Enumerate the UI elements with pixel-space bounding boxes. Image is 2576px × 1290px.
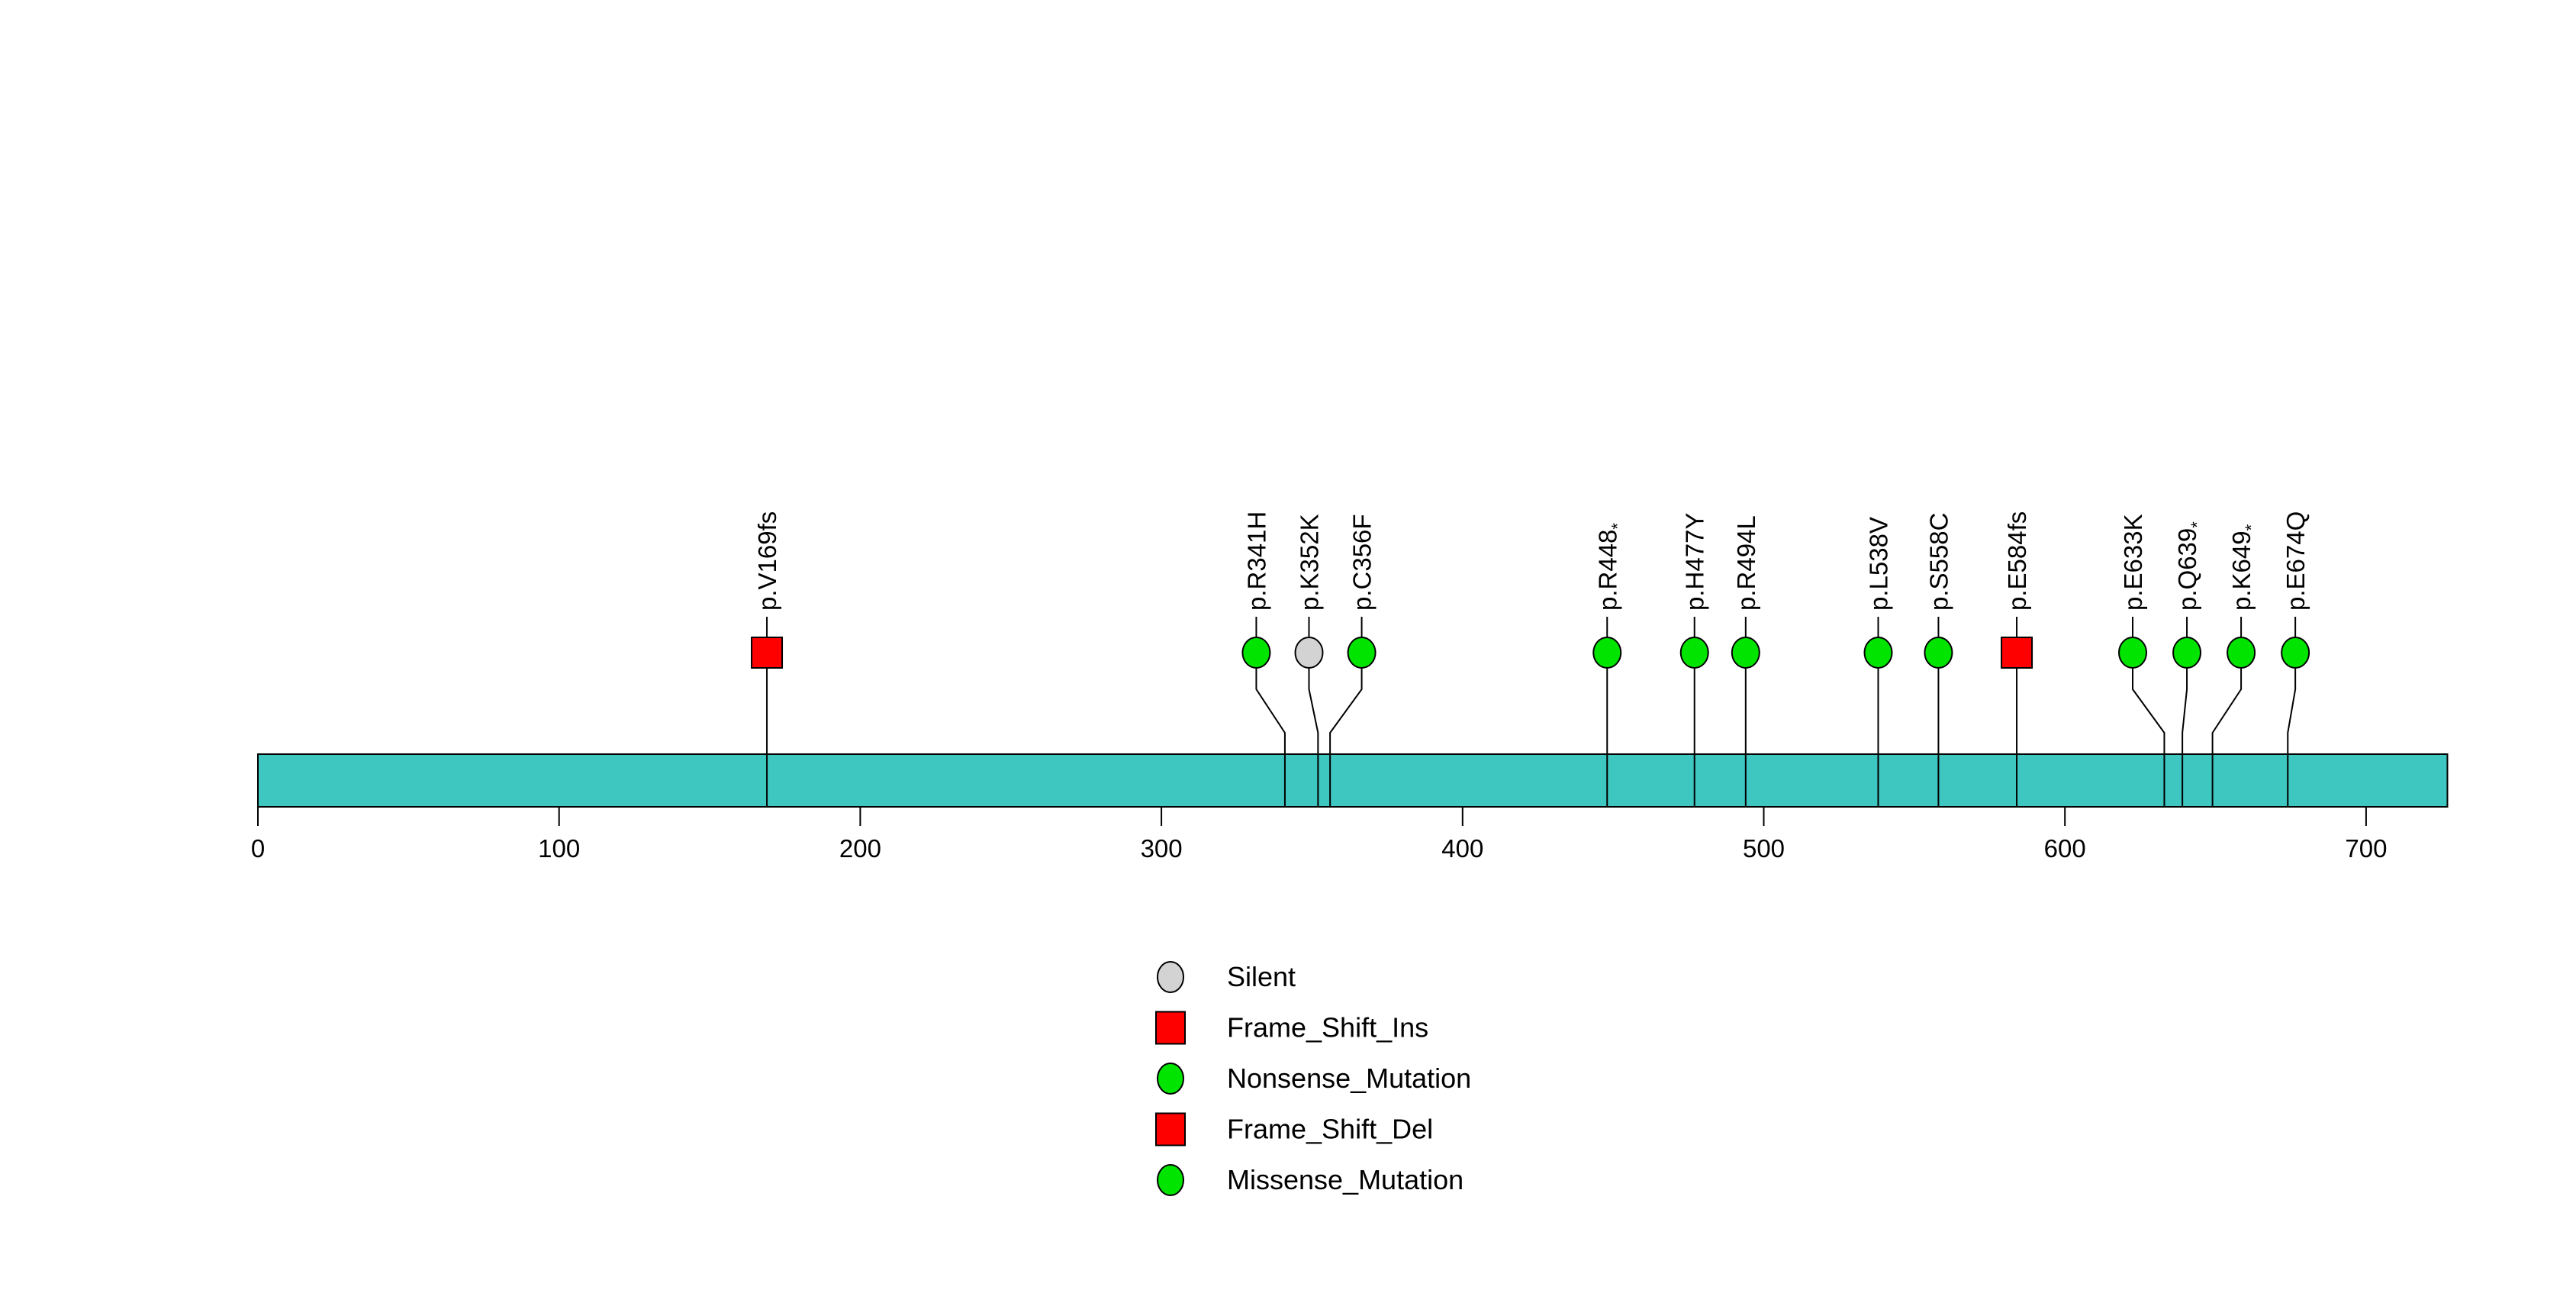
mutation-label: p.L538V	[1864, 517, 1892, 611]
mutation-label: p.K649*	[2227, 524, 2261, 611]
legend-marker-square	[1155, 1011, 1186, 1045]
axis-tick-label: 400	[1441, 834, 1483, 863]
mutation-p-k352k: p.K352K	[1294, 514, 1324, 807]
mutation-label: p.H477Y	[1681, 513, 1709, 611]
mutation-label: p.E633K	[2119, 514, 2147, 611]
mutation-stem	[2287, 668, 2297, 807]
legend-label: Nonsense_Mutation	[1227, 1063, 1471, 1094]
legend-item-silent: Silent	[1157, 961, 1296, 993]
mutation-label: p.E674Q	[2281, 511, 2310, 611]
mutation-label: p.K352K	[1296, 514, 1324, 611]
legend-label: Silent	[1227, 961, 1296, 992]
mutation-stem	[1308, 668, 1319, 807]
legend-label: Frame_Shift_Ins	[1227, 1012, 1428, 1043]
mutation-stem	[1329, 668, 1363, 807]
mutation-marker-square	[751, 637, 784, 669]
legend-label: Frame_Shift_Del	[1227, 1114, 1433, 1145]
mutation-p-s558c: p.S558C	[1924, 513, 1953, 807]
axis-tick-label: 300	[1141, 834, 1183, 863]
mutation-p-l538v: p.L538V	[1863, 517, 1893, 807]
mutation-marker-circle	[1863, 637, 1893, 669]
mutation-label: p.C356F	[1348, 514, 1377, 611]
axis-tick-label: 700	[2345, 834, 2387, 863]
legend-marker-circle	[1157, 1063, 1184, 1095]
axis-tick-label: 0	[251, 834, 265, 863]
mutation-stem	[2182, 668, 2188, 807]
mutation-label: p.Q639*	[2173, 521, 2207, 611]
mutation-marker-circle	[1294, 637, 1324, 669]
mutation-p-r341h: p.R341H	[1241, 511, 1286, 807]
mutation-p-h477y: p.H477Y	[1679, 513, 1709, 807]
legend-marker-square	[1155, 1112, 1186, 1146]
mutation-marker-circle	[2227, 637, 2256, 669]
axis-tick-label: 500	[1743, 834, 1785, 863]
mutation-p-r494l: p.R494L	[1731, 515, 1760, 807]
legend-label: Missense_Mutation	[1227, 1164, 1463, 1195]
legend-item-frame_shift_del: Frame_Shift_Del	[1155, 1112, 1433, 1146]
axis-tick-label: 600	[2044, 834, 2086, 863]
mutation-label: p.R448*	[1593, 523, 1627, 611]
mutation-stem	[2132, 668, 2165, 807]
mutation-label: p.R494L	[1732, 515, 1760, 611]
mutation-label: p.E584fs	[2003, 511, 2031, 611]
axis-tick-label: 200	[839, 834, 881, 863]
mutation-marker-circle	[1592, 637, 1622, 669]
mutation-marker-circle	[1347, 637, 1377, 669]
mutation-p-e674q: p.E674Q	[2281, 511, 2310, 807]
mutation-stem	[1255, 668, 1286, 807]
mutation-marker-circle	[1924, 637, 1953, 669]
mutation-label: p.S558C	[1924, 513, 1953, 611]
mutation-p-e633k: p.E633K	[2118, 514, 2165, 807]
mutation-stem	[2211, 668, 2243, 807]
legend-marker-circle	[1157, 1164, 1184, 1196]
mutation-p-e584fs: p.E584fs	[2001, 511, 2033, 807]
protein-bar	[257, 753, 2449, 808]
mutation-marker-circle	[1679, 637, 1709, 669]
mutation-marker-circle	[2281, 637, 2310, 669]
legend-item-missense_mutation: Missense_Mutation	[1157, 1164, 1463, 1196]
mutation-marker-square	[2001, 637, 2033, 669]
mutation-p-q639-: p.Q639*	[2172, 521, 2207, 807]
legend-item-nonsense_mutation: Nonsense_Mutation	[1157, 1063, 1471, 1095]
mutation-marker-circle	[1241, 637, 1271, 669]
mutation-p-k649-: p.K649*	[2211, 524, 2261, 807]
mutation-label: p.V169fs	[753, 511, 781, 611]
mutation-marker-circle	[2118, 637, 2148, 669]
axis-tick-label: 100	[538, 834, 580, 863]
mutation-p-c356f: p.C356F	[1329, 514, 1377, 807]
legend-marker-circle	[1157, 961, 1184, 993]
legend-item-frame_shift_ins: Frame_Shift_Ins	[1155, 1011, 1428, 1045]
mutation-marker-circle	[2172, 637, 2202, 669]
mutation-p-v169fs: p.V169fs	[751, 511, 784, 807]
mutation-marker-circle	[1731, 637, 1760, 669]
mutation-label: p.R341H	[1242, 511, 1270, 611]
mutation-p-r448-: p.R448*	[1592, 523, 1627, 807]
